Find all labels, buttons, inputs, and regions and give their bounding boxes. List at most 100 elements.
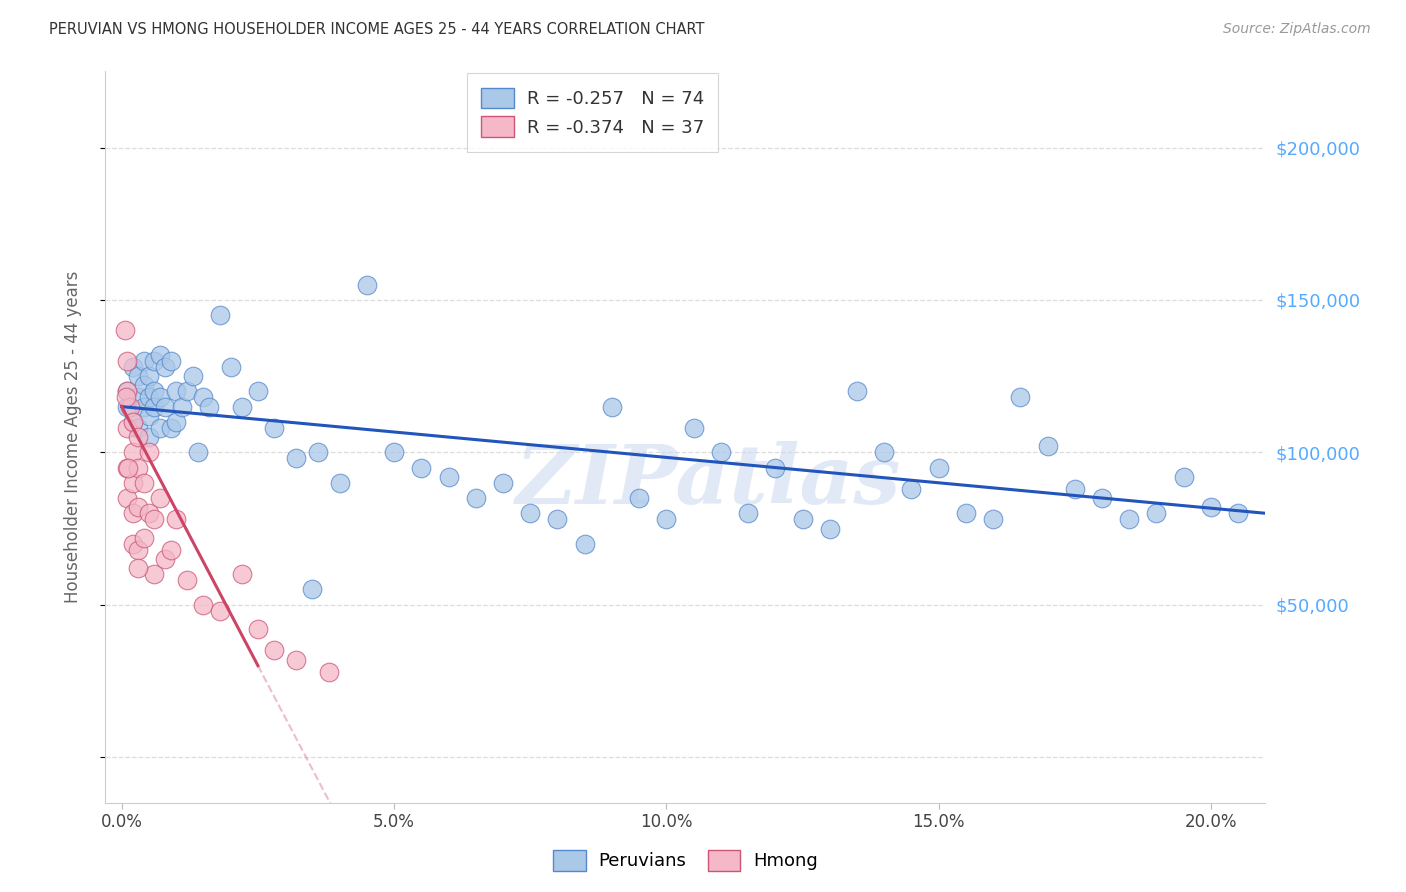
Point xyxy=(873,445,896,459)
Point xyxy=(117,460,139,475)
Point xyxy=(318,665,340,679)
Point xyxy=(1091,491,1114,505)
Point xyxy=(1063,482,1085,496)
Text: PERUVIAN VS HMONG HOUSEHOLDER INCOME AGES 25 - 44 YEARS CORRELATION CHART: PERUVIAN VS HMONG HOUSEHOLDER INCOME AGE… xyxy=(49,22,704,37)
Point xyxy=(143,354,166,368)
Point xyxy=(121,415,143,429)
Point xyxy=(114,323,136,337)
Point xyxy=(1227,506,1250,520)
Point xyxy=(356,277,378,292)
Point xyxy=(600,400,623,414)
Point xyxy=(127,500,149,515)
Point xyxy=(115,421,138,435)
Point xyxy=(181,369,204,384)
Y-axis label: Householder Income Ages 25 - 44 years: Householder Income Ages 25 - 44 years xyxy=(63,271,82,603)
Point xyxy=(127,460,149,475)
Point xyxy=(143,567,166,582)
Point xyxy=(138,409,160,423)
Point xyxy=(132,475,155,490)
Point xyxy=(301,582,323,597)
Point xyxy=(1036,439,1059,453)
Point xyxy=(138,506,160,520)
Point xyxy=(138,391,160,405)
Point xyxy=(682,421,704,435)
Point xyxy=(1118,512,1140,526)
Point xyxy=(159,421,181,435)
Point xyxy=(193,598,215,612)
Point xyxy=(132,354,155,368)
Point xyxy=(208,308,231,322)
Point xyxy=(165,512,187,526)
Point xyxy=(1010,391,1032,405)
Point xyxy=(846,384,869,399)
Point xyxy=(1146,506,1168,520)
Point xyxy=(115,354,138,368)
Legend: Peruvians, Hmong: Peruvians, Hmong xyxy=(546,843,825,878)
Point xyxy=(165,384,187,399)
Point xyxy=(121,475,143,490)
Point xyxy=(155,552,177,566)
Point xyxy=(628,491,651,505)
Point xyxy=(329,475,352,490)
Point xyxy=(149,391,172,405)
Point xyxy=(285,451,308,466)
Point xyxy=(928,460,950,475)
Point xyxy=(818,521,841,535)
Point xyxy=(127,421,149,435)
Point xyxy=(198,400,221,414)
Point xyxy=(149,491,172,505)
Point xyxy=(115,491,138,505)
Point xyxy=(121,359,143,374)
Point xyxy=(492,475,515,490)
Point xyxy=(127,542,149,557)
Point xyxy=(121,445,143,459)
Point xyxy=(155,400,177,414)
Point xyxy=(159,542,181,557)
Point xyxy=(763,460,786,475)
Point xyxy=(127,391,149,405)
Point xyxy=(792,512,814,526)
Point xyxy=(1199,500,1222,515)
Point xyxy=(138,369,160,384)
Point xyxy=(655,512,678,526)
Point xyxy=(437,469,460,483)
Point xyxy=(115,384,138,399)
Point xyxy=(246,622,269,636)
Point xyxy=(115,391,138,405)
Point xyxy=(263,421,285,435)
Point xyxy=(132,400,155,414)
Point xyxy=(382,445,405,459)
Point xyxy=(219,359,242,374)
Point xyxy=(208,604,231,618)
Point xyxy=(176,384,198,399)
Point xyxy=(574,537,596,551)
Point xyxy=(121,537,143,551)
Point xyxy=(246,384,269,399)
Point xyxy=(165,415,187,429)
Point xyxy=(263,643,285,657)
Point xyxy=(307,445,329,459)
Point xyxy=(519,506,541,520)
Point xyxy=(464,491,486,505)
Point xyxy=(143,384,166,399)
Point xyxy=(193,391,215,405)
Point xyxy=(411,460,433,475)
Point xyxy=(170,400,193,414)
Point xyxy=(143,512,166,526)
Point xyxy=(115,460,138,475)
Text: Source: ZipAtlas.com: Source: ZipAtlas.com xyxy=(1223,22,1371,37)
Point xyxy=(132,531,155,545)
Point xyxy=(127,430,149,444)
Point xyxy=(981,512,1004,526)
Point xyxy=(149,348,172,362)
Point xyxy=(231,400,253,414)
Point xyxy=(1173,469,1195,483)
Point xyxy=(710,445,733,459)
Point xyxy=(155,359,177,374)
Point xyxy=(231,567,253,582)
Point xyxy=(115,400,138,414)
Point xyxy=(900,482,922,496)
Point xyxy=(955,506,977,520)
Point xyxy=(285,652,308,666)
Point xyxy=(138,445,160,459)
